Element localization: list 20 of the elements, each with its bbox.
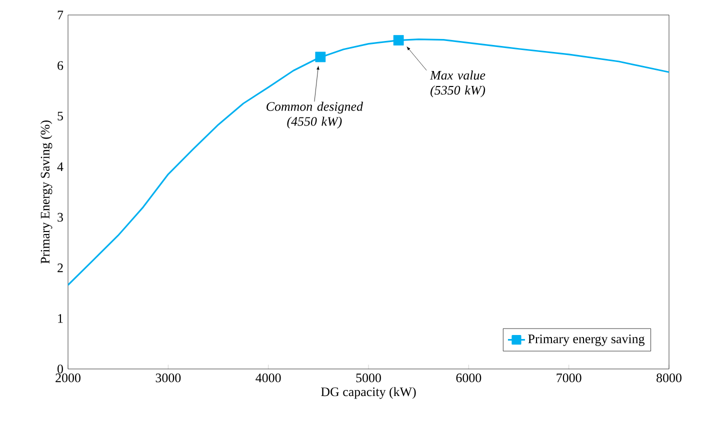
legend-label: Primary energy saving [528,334,645,346]
x-tick-label: 4000 [256,374,281,382]
x-tick-label: 5000 [356,374,381,382]
x-tick-label: 6000 [456,374,482,382]
y-tick-label: 2 [58,264,63,272]
annotation: Max value (5350 kW) [430,70,486,98]
y-tick-label: 3 [58,212,63,222]
annotation: Common designed (4550 kW) [266,102,364,128]
y-tick-label: 0 [58,364,63,374]
y-tick-label: 5 [58,112,63,120]
x-tick-label: 2000 [56,374,80,382]
y-tick-label: 6 [58,61,64,70]
y-axis-title: Primary Energy Saving (%) [40,120,52,264]
y-tick-label: 1 [58,314,63,323]
x-tick-label: 3000 [156,374,181,382]
x-axis-title: DG capacity (kW) [321,387,416,399]
y-tick-label: 4 [57,162,64,171]
x-tick-label: 8000 [656,374,682,382]
x-tick-label: 7000 [556,374,582,382]
y-tick-label: 7 [58,10,64,20]
